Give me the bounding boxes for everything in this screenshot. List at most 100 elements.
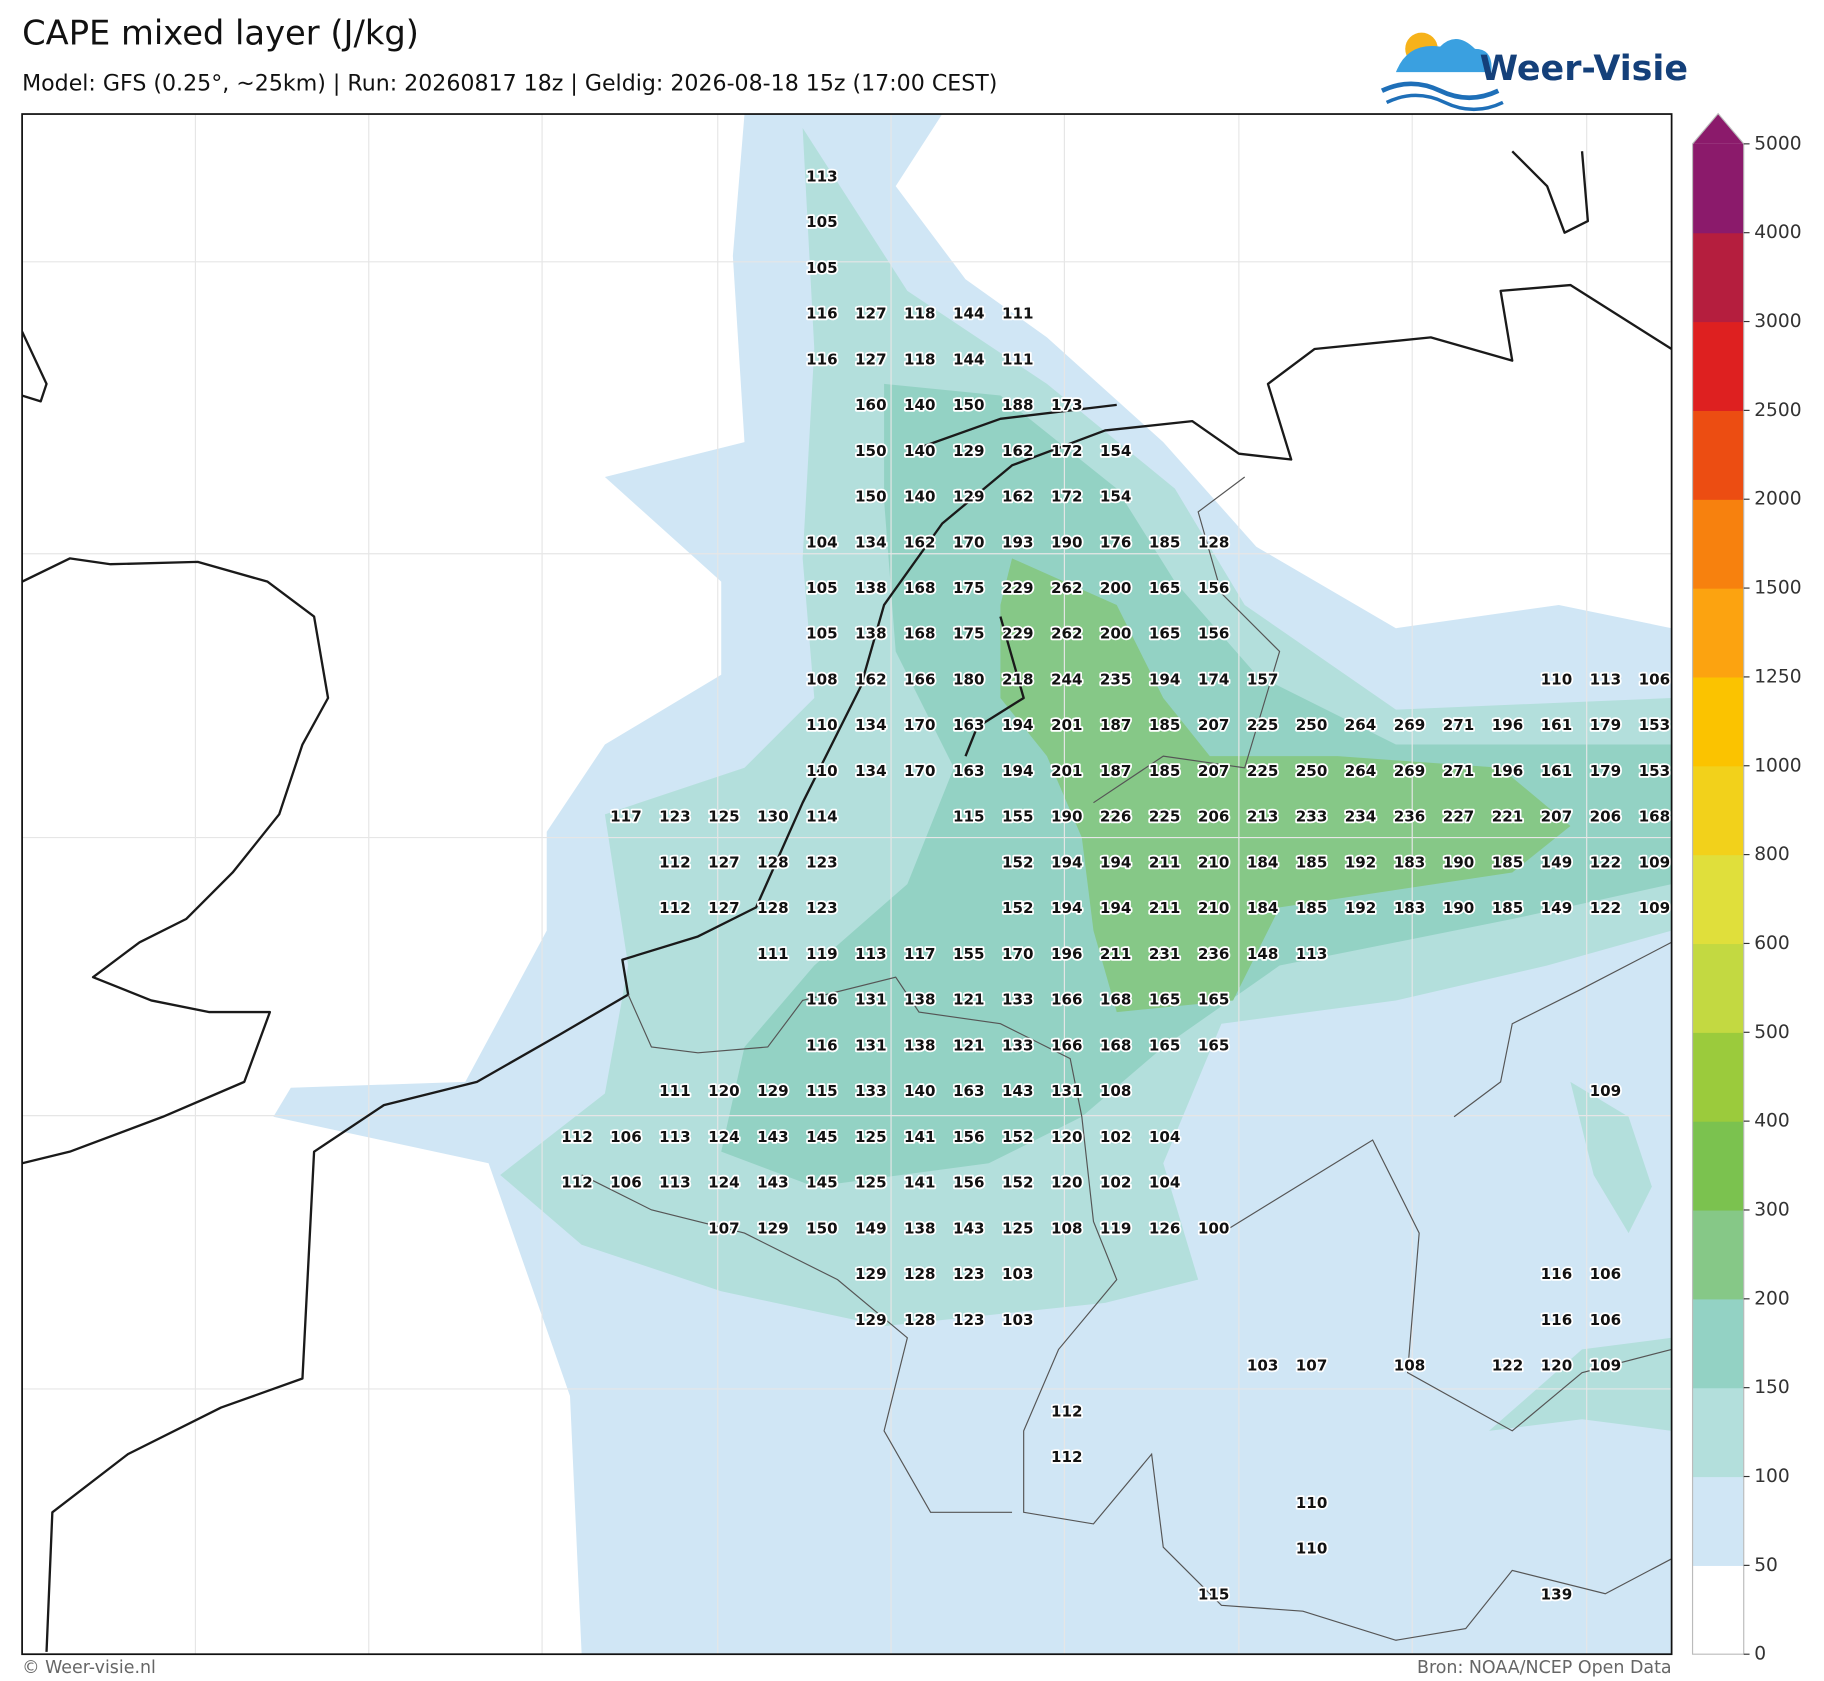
value-label: 184	[1247, 899, 1279, 917]
value-label: 170	[904, 762, 936, 780]
value-label: 194	[1051, 899, 1083, 917]
value-label: 170	[904, 716, 936, 734]
cape-field	[1570, 1081, 1652, 1234]
value-label: 185	[1149, 716, 1181, 734]
colorbar-tick-label: 400	[1754, 1111, 1790, 1132]
value-label: 112	[561, 1128, 593, 1146]
coastline	[45, 283, 1672, 1652]
value-label: 225	[1149, 808, 1181, 826]
value-label: 194	[1002, 716, 1034, 734]
value-label: 168	[1100, 991, 1132, 1009]
value-label: 107	[708, 1219, 740, 1237]
value-label: 127	[855, 305, 887, 323]
value-label: 138	[904, 1036, 936, 1054]
value-label: 235	[1100, 670, 1132, 688]
value-label: 225	[1247, 716, 1279, 734]
value-label: 113	[1590, 670, 1622, 688]
value-label: 112	[659, 899, 691, 917]
colorbar-tick-label: 2000	[1754, 489, 1801, 510]
value-label: 162	[1002, 488, 1034, 506]
value-label: 108	[806, 670, 838, 688]
value-label: 174	[1198, 670, 1230, 688]
value-label: 162	[904, 533, 936, 551]
value-label: 104	[806, 533, 838, 551]
value-label: 125	[855, 1174, 887, 1192]
value-label: 150	[953, 396, 985, 414]
value-label: 194	[1149, 670, 1181, 688]
value-label: 110	[806, 762, 838, 780]
value-label: 200	[1100, 625, 1132, 643]
value-label: 153	[1639, 762, 1671, 780]
value-label: 111	[757, 945, 789, 963]
value-label: 152	[1002, 1174, 1034, 1192]
value-label: 128	[757, 899, 789, 917]
value-label: 150	[855, 488, 887, 506]
value-label: 156	[953, 1174, 985, 1192]
value-label: 143	[757, 1128, 789, 1146]
value-label: 175	[953, 579, 985, 597]
value-label: 262	[1051, 625, 1083, 643]
value-label: 185	[1492, 853, 1524, 871]
value-label: 145	[806, 1128, 838, 1146]
value-label: 154	[1100, 488, 1132, 506]
colorbar-band	[1692, 588, 1744, 678]
value-label: 119	[806, 945, 838, 963]
value-label: 264	[1345, 762, 1377, 780]
value-label: 125	[855, 1128, 887, 1146]
value-label: 262	[1051, 579, 1083, 597]
value-label: 165	[1149, 991, 1181, 1009]
colorbar-band	[1692, 1565, 1744, 1655]
value-label: 116	[806, 991, 838, 1009]
value-label: 176	[1100, 533, 1132, 551]
colorbar-band	[1692, 410, 1744, 500]
value-label: 123	[806, 853, 838, 871]
value-label: 150	[855, 442, 887, 460]
value-labels: 113 105 105 116 127 118 144 111 116 127 118 144 111 1…	[559, 166, 1671, 1605]
value-label: 190	[1051, 533, 1083, 551]
map-frame	[21, 113, 1673, 1656]
value-label: 190	[1443, 899, 1475, 917]
value-label: 207	[1541, 808, 1573, 826]
value-label: 271	[1443, 762, 1475, 780]
footer-left: © Weer-visie.nl	[22, 1658, 156, 1678]
footer-right: Bron: NOAA/NCEP Open Data	[1417, 1658, 1672, 1678]
value-label: 123	[953, 1265, 985, 1283]
value-label: 156	[953, 1128, 985, 1146]
value-label: 155	[953, 945, 985, 963]
colorbar-band	[1692, 854, 1744, 945]
subtitle: Model: GFS (0.25°, ~25km) | Run: 2026081…	[22, 70, 997, 96]
value-label: 155	[1002, 808, 1034, 826]
value-label: 133	[855, 1082, 887, 1100]
value-label: 165	[1149, 1036, 1181, 1054]
value-label: 207	[1198, 716, 1230, 734]
value-label: 250	[1296, 716, 1328, 734]
graticule	[22, 114, 1672, 1655]
value-label: 130	[757, 808, 789, 826]
value-label: 175	[953, 625, 985, 643]
value-label: 112	[1051, 1402, 1083, 1420]
value-label: 116	[806, 1036, 838, 1054]
value-label: 131	[855, 1036, 887, 1054]
value-label: 185	[1149, 762, 1181, 780]
colorbar-band	[1692, 499, 1744, 589]
coastline	[22, 557, 330, 1165]
value-label: 227	[1443, 808, 1475, 826]
value-label: 114	[806, 808, 838, 826]
value-label: 170	[1002, 945, 1034, 963]
value-label: 138	[855, 579, 887, 597]
value-label: 190	[1443, 853, 1475, 871]
colorbar-tick-label: 3000	[1754, 311, 1801, 332]
value-label: 156	[1198, 625, 1230, 643]
title: CAPE mixed layer (J/kg)	[22, 13, 419, 52]
value-label: 211	[1100, 945, 1132, 963]
value-label: 111	[1002, 305, 1034, 323]
value-label: 168	[1100, 1036, 1132, 1054]
value-label: 168	[904, 579, 936, 597]
value-label: 166	[1051, 1036, 1083, 1054]
value-label: 140	[904, 442, 936, 460]
value-label: 144	[953, 305, 985, 323]
value-label: 160	[855, 396, 887, 414]
value-label: 250	[1296, 762, 1328, 780]
colorbar-band	[1692, 1387, 1744, 1478]
